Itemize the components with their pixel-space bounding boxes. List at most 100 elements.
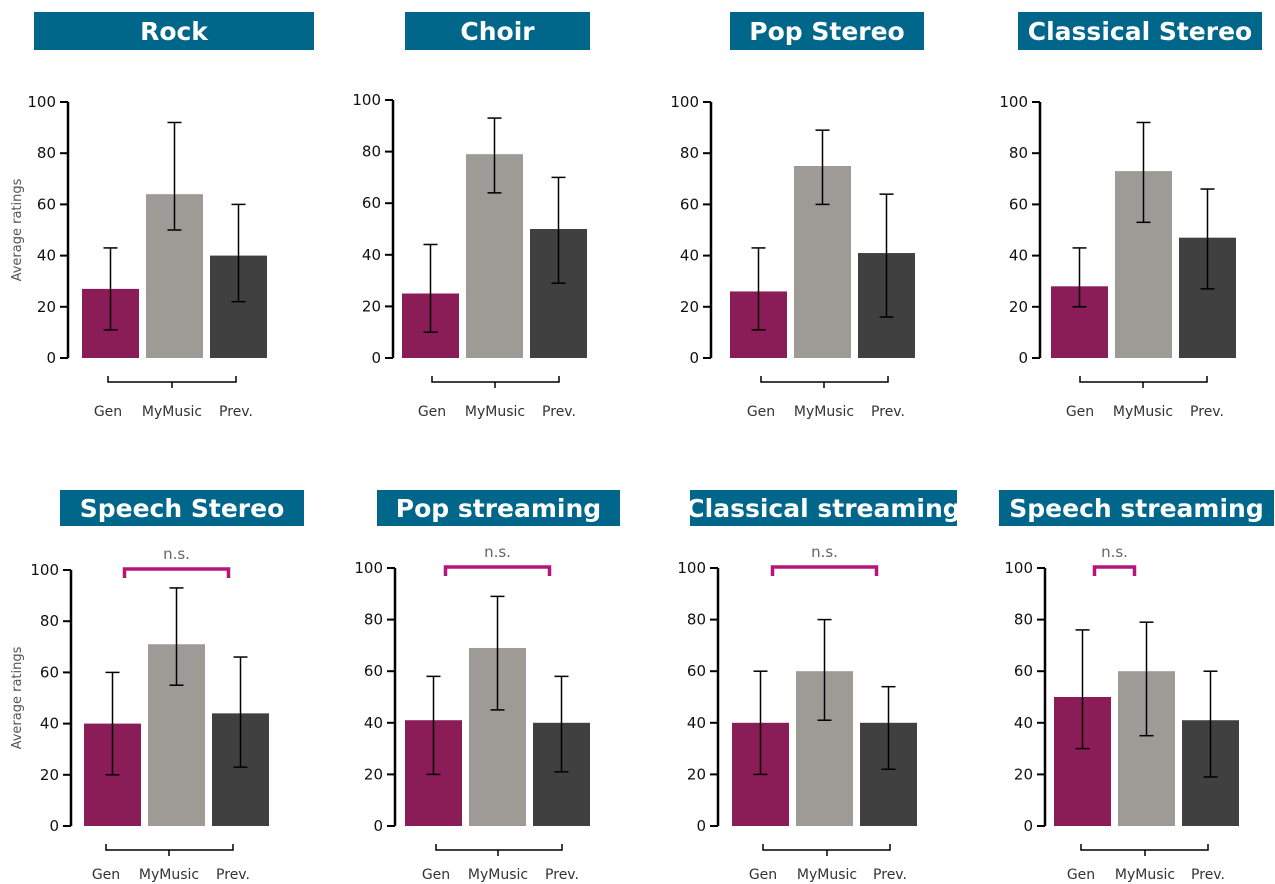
chart-title-box [377,490,620,526]
chart-title: Pop Stereo [749,17,904,46]
significance-label: n.s. [484,543,511,561]
chart-title: Classical Stereo [1028,17,1252,46]
y-tick-label: 20 [37,298,56,316]
chart-panel-6: Pop streaming 0 20 40 60 80 100 Gen MyMusic Prev.… [354,490,620,883]
x-tick-label: Prev. [219,404,253,420]
x-tick-label: Prev. [216,867,250,883]
category-bracket [762,844,891,851]
x-tick-label: MyMusic [797,867,857,883]
y-tick-label: 60 [40,663,59,681]
y-tick-label: 20 [364,765,383,783]
y-tick-label: 60 [680,195,699,213]
chart-title-box [405,12,590,50]
y-tick-label: 40 [1014,714,1033,732]
chart-title-box [34,12,314,50]
y-tick-label: 100 [30,561,59,579]
category-bracket [431,376,560,383]
x-tick-label: MyMusic [1115,867,1175,883]
y-tick-label: 0 [373,817,383,835]
y-tick-label: 0 [1018,349,1028,367]
y-tick-label: 40 [680,247,699,265]
y-tick-label: 100 [1004,559,1033,577]
y-axis-label: Average ratings [10,646,25,749]
chart-panel-2: Choir 0 20 40 60 80 100 Gen MyMusic Prev. [352,12,590,420]
x-tick-label: Prev. [873,867,907,883]
chart-panel-7: Classical streaming 0 20 40 60 80 100 Gen MyMusi… [677,490,961,883]
y-tick-label: 80 [680,144,699,162]
x-tick-label: Prev. [871,404,905,420]
y-tick-label: 80 [1014,611,1033,629]
y-tick-label: 40 [687,714,706,732]
x-tick-label: Gen [422,867,450,883]
category-bracket [1080,844,1209,851]
y-tick-label: 60 [1014,662,1033,680]
x-tick-label: Gen [94,404,122,420]
y-tick-label: 60 [362,194,381,212]
chart-title: Choir [460,17,535,46]
y-tick-label: 60 [37,195,56,213]
y-tick-label: 40 [1009,247,1028,265]
x-tick-label: MyMusic [1113,404,1173,420]
significance-bracket [1092,565,1137,576]
chart-title-box [999,490,1274,526]
y-tick-label: 60 [364,662,383,680]
significance-bracket [770,565,879,576]
x-tick-label: Prev. [1190,404,1224,420]
chart-title-box [730,12,924,50]
y-tick-label: 40 [362,246,381,264]
chart-title: Speech streaming [1009,494,1263,523]
y-tick-label: 100 [352,91,381,109]
y-tick-label: 100 [999,93,1028,111]
y-tick-label: 40 [40,715,59,733]
y-tick-label: 0 [371,349,381,367]
x-tick-label: MyMusic [465,404,525,420]
y-tick-label: 60 [1009,195,1028,213]
x-tick-label: MyMusic [142,404,202,420]
chart-title-box [60,490,304,526]
chart-panel-4: Classical Stereo 0 20 40 60 80 100 Gen MyMusic Pr… [999,12,1262,420]
x-tick-label: MyMusic [468,867,528,883]
y-tick-label: 40 [37,247,56,265]
chart-panel-8: Speech streaming 0 20 40 60 80 100 Gen MyMusic Pr… [999,490,1274,883]
x-tick-label: Prev. [545,867,579,883]
y-tick-label: 0 [696,817,706,835]
y-tick-label: 80 [362,143,381,161]
y-tick-label: 20 [362,297,381,315]
y-tick-label: 100 [670,93,699,111]
y-axis-label: Average ratings [10,178,25,281]
x-tick-label: Gen [418,404,446,420]
chart-title: Speech Stereo [80,494,285,523]
category-bracket [107,376,237,383]
chart-panel-5: Speech Stereo 0 20 40 60 80 100 Average ratings… [10,490,304,883]
chart-title-box [1018,12,1262,50]
y-tick-label: 20 [1014,765,1033,783]
y-tick-label: 80 [687,611,706,629]
y-tick-label: 60 [687,662,706,680]
y-tick-label: 20 [687,765,706,783]
x-tick-label: Gen [1067,867,1095,883]
category-bracket [1079,376,1208,383]
category-bracket [435,844,563,851]
y-tick-label: 20 [40,766,59,784]
y-tick-label: 20 [680,298,699,316]
chart-title: Pop streaming [396,494,601,523]
significance-label: n.s. [811,543,838,561]
y-tick-label: 0 [49,817,59,835]
x-tick-label: Gen [92,867,120,883]
x-tick-label: Gen [747,404,775,420]
x-tick-label: MyMusic [139,867,199,883]
category-bracket [760,376,889,383]
y-tick-label: 100 [354,559,383,577]
chart-title-box [690,490,957,526]
significance-label: n.s. [1101,543,1128,561]
x-tick-label: Prev. [1191,867,1225,883]
y-tick-label: 80 [1009,144,1028,162]
y-tick-label: 0 [689,349,699,367]
significance-label: n.s. [163,545,190,563]
y-tick-label: 0 [1023,817,1033,835]
x-tick-label: Prev. [542,404,576,420]
chart-panel-3: Pop Stereo 0 20 40 60 80 100 Gen MyMusic Prev. [670,12,924,420]
y-tick-label: 0 [46,349,56,367]
category-bracket [105,844,234,851]
